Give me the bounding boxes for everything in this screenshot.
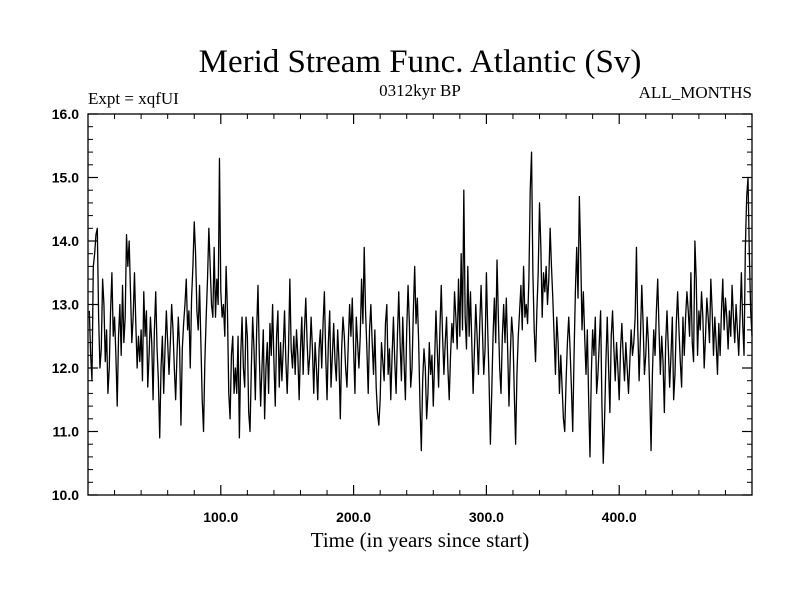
x-tick-label: 300.0	[469, 509, 504, 525]
months-label: ALL_MONTHS	[639, 83, 752, 102]
y-tick-label: 13.0	[52, 297, 79, 313]
y-tick-label: 16.0	[52, 106, 79, 122]
period-label: 0312kyr BP	[379, 81, 461, 100]
experiment-label: Expt = xqfUI	[88, 89, 179, 108]
y-tick-label: 15.0	[52, 170, 79, 186]
x-axis-label: Time (in years since start)	[311, 528, 530, 552]
tick-labels: 100.0 200.0 300.0 400.0 10.0 11.0 12.0 13.0 14.0…	[52, 106, 637, 525]
y-tick-label: 10.0	[52, 487, 79, 503]
x-tick-label: 400.0	[602, 509, 637, 525]
x-tick-label: 100.0	[203, 509, 238, 525]
series-line	[88, 151, 753, 464]
chart-title: Merid Stream Func. Atlantic (Sv)	[199, 44, 642, 80]
plot-frame	[87, 113, 753, 496]
x-tick-label: 200.0	[336, 509, 371, 525]
y-tick-label: 12.0	[52, 360, 79, 376]
y-tick-label: 11.0	[53, 424, 80, 440]
y-tick-label: 14.0	[52, 233, 79, 249]
axis-ticks	[88, 113, 752, 496]
